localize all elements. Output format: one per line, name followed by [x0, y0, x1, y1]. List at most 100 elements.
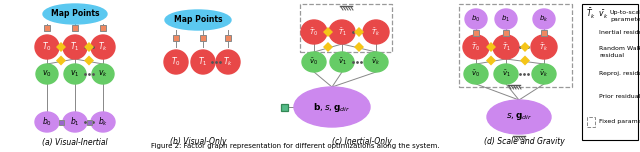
- Ellipse shape: [63, 35, 87, 59]
- Polygon shape: [520, 42, 530, 52]
- Polygon shape: [56, 42, 66, 52]
- Text: $\bar{v}_0$: $\bar{v}_0$: [310, 57, 319, 67]
- Ellipse shape: [35, 112, 59, 132]
- Bar: [86, 119, 92, 124]
- Ellipse shape: [487, 100, 551, 134]
- Polygon shape: [84, 42, 94, 52]
- Ellipse shape: [465, 9, 487, 29]
- Polygon shape: [486, 42, 496, 52]
- Text: $v_k$: $v_k$: [98, 69, 108, 79]
- Bar: [44, 24, 50, 31]
- Bar: [587, 117, 595, 127]
- Bar: [588, 71, 595, 78]
- Text: Up-to-scale
parameters: Up-to-scale parameters: [610, 10, 640, 22]
- Ellipse shape: [91, 35, 115, 59]
- Ellipse shape: [302, 52, 326, 72]
- Polygon shape: [84, 55, 94, 66]
- Text: $T_1$: $T_1$: [198, 56, 208, 68]
- Ellipse shape: [301, 20, 327, 44]
- Polygon shape: [323, 27, 333, 37]
- Bar: [541, 30, 547, 36]
- Text: $b_k$: $b_k$: [98, 116, 108, 128]
- Text: Fixed parameters: Fixed parameters: [599, 119, 640, 124]
- Bar: [588, 93, 595, 100]
- Text: Prior residual: Prior residual: [599, 95, 640, 100]
- Ellipse shape: [294, 87, 370, 127]
- Ellipse shape: [191, 50, 215, 74]
- Polygon shape: [520, 55, 530, 66]
- Text: $\bar{T}_0$: $\bar{T}_0$: [472, 41, 481, 53]
- Text: $T_1$: $T_1$: [70, 41, 80, 53]
- Text: $T_0$: $T_0$: [171, 56, 181, 68]
- Polygon shape: [323, 42, 333, 52]
- Ellipse shape: [532, 64, 556, 84]
- Text: (c) Inertial-Only: (c) Inertial-Only: [332, 138, 392, 147]
- Text: Random Walk
residual: Random Walk residual: [599, 46, 640, 58]
- Text: (d) Scale and Gravity: (d) Scale and Gravity: [484, 138, 564, 147]
- Ellipse shape: [330, 52, 354, 72]
- Bar: [473, 30, 479, 36]
- Bar: [225, 35, 231, 41]
- Bar: [582, 4, 638, 140]
- Ellipse shape: [92, 64, 114, 84]
- Text: $T_k$: $T_k$: [98, 41, 108, 53]
- Text: $\bar{T}_0$: $\bar{T}_0$: [309, 26, 319, 38]
- Text: $\bar{T}_k$: $\bar{T}_k$: [540, 41, 548, 53]
- Ellipse shape: [463, 35, 489, 59]
- Bar: [173, 35, 179, 41]
- Text: (b) Visual-Only: (b) Visual-Only: [170, 138, 227, 147]
- Ellipse shape: [495, 9, 517, 29]
- Bar: [588, 48, 595, 55]
- Ellipse shape: [216, 50, 240, 74]
- Bar: [72, 24, 78, 31]
- Text: $\bar{T}_k$: $\bar{T}_k$: [371, 26, 381, 38]
- Ellipse shape: [363, 20, 389, 44]
- Text: $\bar{T}_1$: $\bar{T}_1$: [502, 41, 511, 53]
- Text: $T_0$: $T_0$: [42, 41, 52, 53]
- Bar: [58, 119, 63, 124]
- Ellipse shape: [91, 112, 115, 132]
- Text: Reproj. residual: Reproj. residual: [599, 71, 640, 76]
- Bar: [503, 30, 509, 36]
- Ellipse shape: [329, 20, 355, 44]
- Text: $\bar{T}_k$  $\bar{v}_k$: $\bar{T}_k$ $\bar{v}_k$: [586, 7, 609, 21]
- Ellipse shape: [493, 35, 519, 59]
- Ellipse shape: [464, 64, 488, 84]
- Ellipse shape: [531, 35, 557, 59]
- Text: $\bar{v}_1$: $\bar{v}_1$: [502, 69, 511, 79]
- Polygon shape: [486, 55, 496, 66]
- Text: (a) Visual-Inertial: (a) Visual-Inertial: [42, 138, 108, 147]
- Text: Inertial residual: Inertial residual: [599, 29, 640, 35]
- Text: $\bar{v}_0$: $\bar{v}_0$: [472, 69, 481, 79]
- Text: Map Points: Map Points: [51, 9, 99, 19]
- Bar: [588, 29, 595, 36]
- Text: $b_1$: $b_1$: [502, 14, 511, 24]
- Text: Map Points: Map Points: [173, 16, 222, 24]
- Text: Figure 2: Factor graph representation for different optimizations along the syst: Figure 2: Factor graph representation fo…: [151, 143, 439, 149]
- Text: $\bar{T}_1$: $\bar{T}_1$: [337, 26, 346, 38]
- Text: $b_k$: $b_k$: [540, 14, 548, 24]
- Text: $\bar{v}_k$: $\bar{v}_k$: [371, 57, 381, 67]
- Bar: [200, 35, 206, 41]
- Text: $v_0$: $v_0$: [42, 69, 52, 79]
- Polygon shape: [56, 55, 66, 66]
- Ellipse shape: [64, 64, 86, 84]
- Ellipse shape: [364, 52, 388, 72]
- Ellipse shape: [533, 9, 555, 29]
- Text: $b_0$: $b_0$: [42, 116, 52, 128]
- Bar: [100, 24, 106, 31]
- Ellipse shape: [165, 10, 231, 30]
- Text: $b_0$: $b_0$: [471, 14, 481, 24]
- Text: $b_1$: $b_1$: [70, 116, 80, 128]
- Text: $v_1$: $v_1$: [70, 69, 80, 79]
- Text: $\bar{v}_1$: $\bar{v}_1$: [337, 57, 346, 67]
- Text: $s, \mathbf{g}_{dir}$: $s, \mathbf{g}_{dir}$: [506, 112, 532, 123]
- Text: $\mathbf{b}, s, \mathbf{g}_{dir}$: $\mathbf{b}, s, \mathbf{g}_{dir}$: [313, 100, 351, 114]
- Ellipse shape: [36, 64, 58, 84]
- Polygon shape: [354, 42, 364, 52]
- Text: $T_k$: $T_k$: [223, 56, 233, 68]
- Text: $\bar{v}_k$: $\bar{v}_k$: [540, 69, 548, 79]
- Ellipse shape: [63, 112, 87, 132]
- Ellipse shape: [164, 50, 188, 74]
- Ellipse shape: [43, 4, 107, 24]
